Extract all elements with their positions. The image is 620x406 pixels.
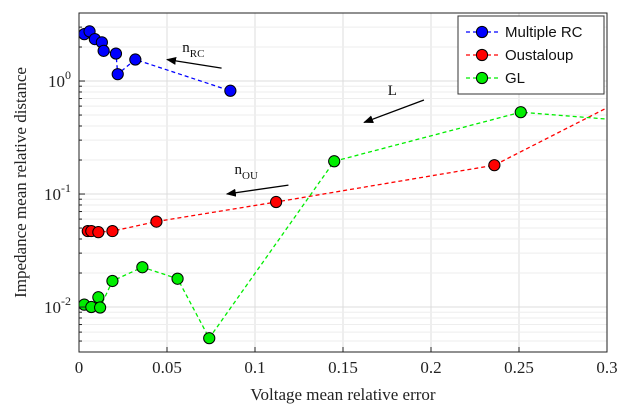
annotation-arrow [166, 56, 222, 69]
data-point [92, 291, 105, 304]
legend-swatch-marker [475, 25, 489, 39]
series-0 [79, 25, 237, 97]
y-tick-label: 10-1 [44, 181, 71, 204]
data-point [111, 68, 124, 81]
data-point [224, 84, 237, 97]
x-tick-label: 0.1 [244, 358, 265, 377]
data-point [488, 159, 501, 172]
series-1 [81, 107, 607, 239]
data-point [328, 155, 341, 168]
data-point [94, 301, 107, 314]
legend-label: Oustaloup [505, 47, 573, 64]
data-point [203, 332, 216, 345]
annotation-label: nRC [182, 40, 204, 60]
data-point [150, 215, 163, 228]
series-2 [79, 106, 607, 345]
data-point [514, 106, 527, 119]
x-tick-label: 0.05 [152, 358, 182, 377]
legend-swatch-marker [475, 48, 489, 62]
ticks: 0 0.05 0.1 0.15 0.2 0.25 0.3 10-2 10-1 100 [44, 26, 618, 377]
legend-label: Multiple RC [505, 24, 583, 41]
annotation-arrow [363, 99, 425, 124]
x-tick-label: 0.15 [328, 358, 358, 377]
y-axis-label: Impedance mean relative distance [11, 67, 30, 298]
annotation-label: L [388, 83, 397, 99]
data-point [109, 47, 123, 60]
x-tick-label: 0.25 [504, 358, 534, 377]
y-tick-label: 10-2 [44, 294, 71, 317]
series-line [84, 111, 607, 340]
annotation-arrow [225, 184, 289, 197]
data-point [106, 224, 119, 238]
data-point [92, 226, 105, 239]
data-point [171, 272, 184, 285]
x-tick-label: 0.2 [420, 358, 441, 377]
legend: Multiple RC Oustaloup GL [457, 15, 605, 95]
data-point [106, 274, 119, 288]
data-point [97, 44, 110, 57]
data-point [129, 53, 142, 66]
legend-entry: Oustaloup [466, 47, 573, 64]
legend-label: GL [505, 70, 525, 87]
data-point [270, 195, 283, 209]
legend-swatch-marker [475, 71, 489, 85]
x-tick-label: 0.3 [596, 358, 617, 377]
legend-entry: Multiple RC [466, 24, 583, 41]
annotation-label: nOU [235, 162, 258, 182]
x-tick-label: 0 [75, 358, 84, 377]
x-axis-label: Voltage mean relative error [250, 385, 436, 404]
data-point [136, 261, 149, 274]
series-layer [79, 25, 607, 345]
legend-entry: GL [466, 70, 525, 87]
y-tick-label: 100 [48, 68, 71, 91]
